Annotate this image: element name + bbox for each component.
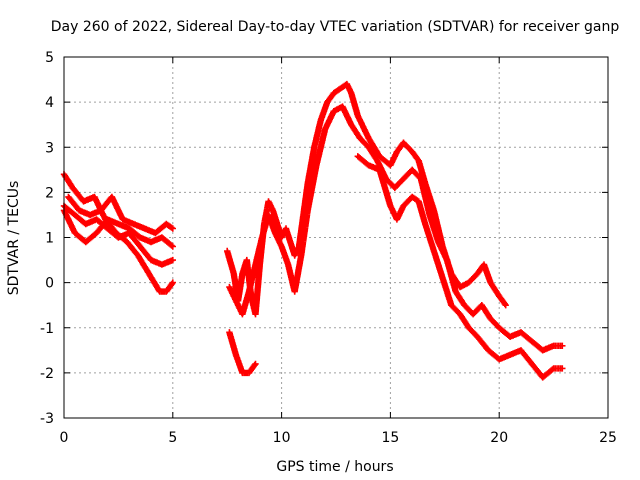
series-track-6 xyxy=(226,103,566,354)
x-tick-label: 0 xyxy=(60,430,69,446)
series-track-4 xyxy=(65,193,176,237)
data-point-markers xyxy=(354,153,566,381)
series-track-7 xyxy=(226,329,259,377)
series-track-5 xyxy=(224,80,509,318)
data-point-markers xyxy=(224,80,509,318)
x-tick-label: 10 xyxy=(273,430,291,446)
data-point-markers xyxy=(226,329,259,377)
x-tick-label: 25 xyxy=(599,430,617,446)
data-point-markers xyxy=(226,103,566,354)
y-tick-label: -1 xyxy=(40,321,54,337)
y-axis-label: SDTVAR / TECUs xyxy=(6,181,22,296)
y-tick-label: 2 xyxy=(45,185,54,201)
chart-title: Day 260 of 2022, Sidereal Day-to-day VTE… xyxy=(51,19,620,35)
axis-ticks: 0 5 10 15 20 25 -3 -2 -1 0 1 2 3 4 5 xyxy=(40,50,617,446)
series-track-8 xyxy=(354,153,566,381)
y-tick-label: 0 xyxy=(45,276,54,292)
data-marks xyxy=(60,80,566,381)
y-tick-label: -3 xyxy=(40,411,54,427)
data-point-markers xyxy=(65,193,176,237)
y-tick-label: -2 xyxy=(40,366,54,382)
y-tick-label: 3 xyxy=(45,140,54,156)
y-tick-label: 5 xyxy=(45,50,54,66)
y-tick-label: 1 xyxy=(45,231,54,247)
y-tick-label: 4 xyxy=(45,95,54,111)
x-tick-label: 20 xyxy=(490,430,508,446)
x-tick-label: 15 xyxy=(381,430,399,446)
x-tick-label: 5 xyxy=(168,430,177,446)
x-axis-label: GPS time / hours xyxy=(276,459,393,475)
